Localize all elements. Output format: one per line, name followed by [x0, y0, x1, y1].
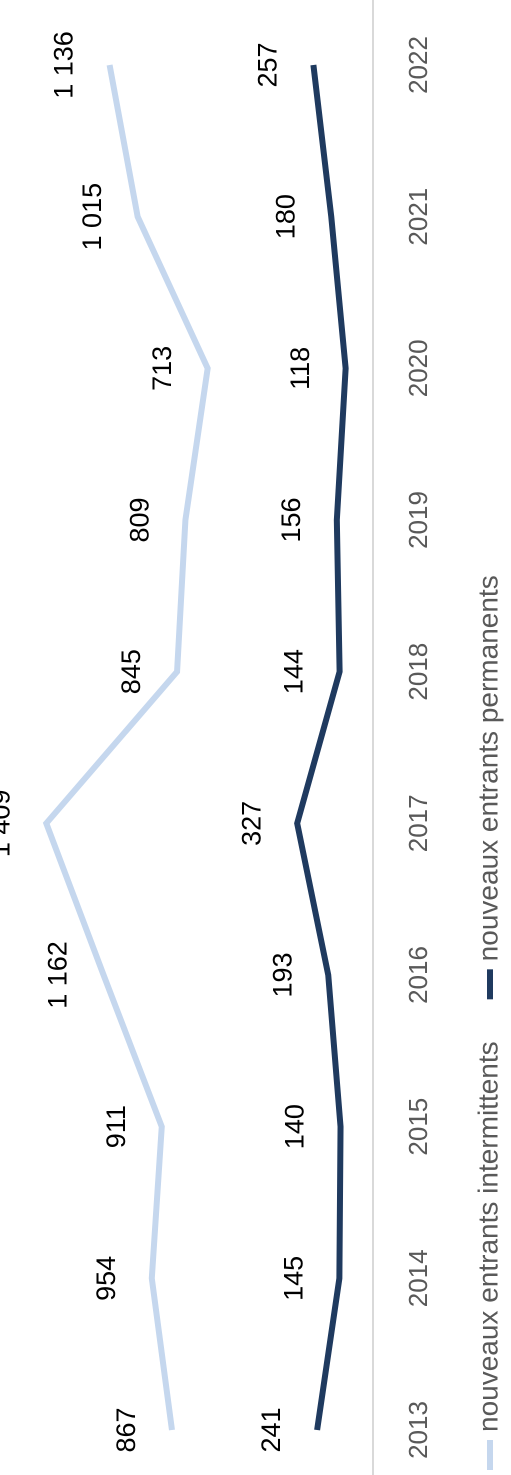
legend-label: nouveaux entrants permanents: [472, 575, 503, 961]
data-label: 867: [111, 1407, 141, 1452]
data-label: 845: [116, 649, 146, 694]
data-label: 327: [236, 801, 266, 846]
x-tick-label: 2016: [403, 946, 433, 1004]
data-label: 911: [101, 1105, 131, 1148]
x-tick-label: 2013: [403, 1401, 433, 1459]
data-label: 144: [279, 649, 309, 694]
x-tick-label: 2018: [403, 643, 433, 701]
data-label: 1 409: [0, 790, 15, 858]
data-label: 180: [270, 194, 300, 239]
data-label: 140: [280, 1104, 310, 1149]
x-tick-label: 2022: [403, 36, 433, 94]
x-tick-label: 2014: [403, 1249, 433, 1307]
x-tick-label: 2015: [403, 1098, 433, 1156]
series-line: [294, 64, 349, 1431]
x-tick-label: 2021: [403, 188, 433, 246]
data-label: 1 015: [77, 183, 107, 251]
data-label: 145: [279, 1256, 309, 1301]
data-label: 156: [276, 497, 306, 542]
data-label: 257: [253, 42, 283, 87]
data-label: 1 136: [49, 31, 79, 99]
data-label: 1 162: [43, 941, 73, 1009]
x-tick-label: 2020: [403, 339, 433, 397]
data-label: 954: [91, 1256, 121, 1301]
data-label: 193: [267, 952, 297, 997]
x-tick-label: 2017: [403, 794, 433, 852]
data-label: 809: [125, 497, 155, 542]
series-line: [42, 64, 211, 1431]
data-label: 241: [256, 1407, 286, 1452]
data-label: 118: [285, 347, 315, 390]
data-label: 713: [147, 346, 177, 391]
legend-label: nouveaux entrants intermittents: [472, 1041, 503, 1432]
x-tick-label: 2019: [403, 491, 433, 549]
